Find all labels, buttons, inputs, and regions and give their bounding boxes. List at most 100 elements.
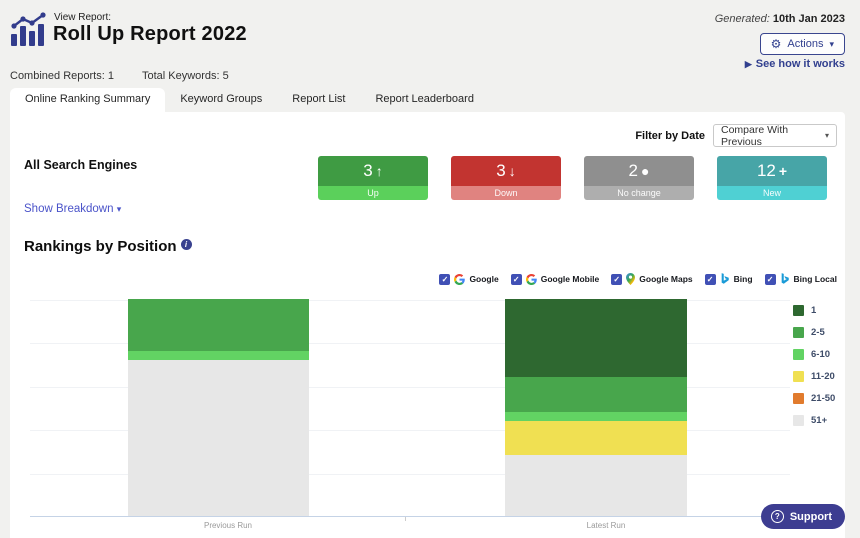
date-filter-selected-value: Compare With Previous [721, 123, 789, 148]
engine-label-bing-local: Bing Local [793, 274, 837, 284]
engine-toggle-bing[interactable]: ✓ Bing [704, 273, 753, 285]
select-caret-icon: ▾ [824, 131, 829, 140]
legend-swatch-1 [793, 304, 804, 316]
content-panel: Filter by Date Compare With Previous ▾ A… [10, 112, 845, 538]
legend-item-2-5: 2-5 [793, 326, 835, 338]
checkbox-bing[interactable]: ✓ [704, 273, 716, 285]
legend-label-1: 1 [811, 304, 817, 316]
chevron-down-icon: ▾ [829, 38, 834, 49]
legend-swatch-2-5 [793, 326, 804, 338]
no-change-symbol-icon: ● [641, 163, 650, 179]
engine-label-google-mobile: Google Mobile [540, 274, 600, 284]
stat-card-value-down: 3 ↓ [451, 156, 561, 186]
tab-report-leaderboard[interactable]: Report Leaderboard [375, 93, 474, 105]
tab-report-list[interactable]: Report List [292, 93, 346, 105]
tabs: Online Ranking Summary Keyword Groups Repo… [10, 88, 489, 112]
engine-toggle-google-maps[interactable]: ✓ Google Maps [611, 273, 693, 285]
chart-legend: 1 2-5 6-10 11-20 21-50 51+ [793, 304, 835, 426]
legend-label-11-20: 11-20 [811, 370, 835, 382]
gridline [30, 300, 790, 301]
generated-date: Generated: 10th Jan 2023 [715, 13, 845, 25]
stat-card-label-no-change: No change [584, 186, 694, 200]
plot: Previous Run Latest Run [30, 299, 790, 530]
google-icon [454, 273, 466, 285]
legend-item-21-50: 21-50 [793, 392, 835, 404]
bar-segment-latest-run-11-20 [505, 420, 687, 456]
bar-latest-run [505, 299, 687, 516]
legend-label-21-50: 21-50 [811, 392, 836, 404]
bar-segment-latest-run-6-10 [505, 411, 687, 421]
legend-swatch-51 [793, 414, 804, 426]
maps-icon [626, 273, 636, 285]
legend-item-11-20: 11-20 [793, 370, 835, 382]
generated-label: Generated: [714, 13, 770, 25]
show-breakdown-label: Show Breakdown [24, 203, 114, 215]
stat-card-value-up: 3 ↑ [318, 156, 428, 186]
see-how-it-works-link[interactable]: ▶ See how it works [745, 58, 845, 70]
gridline [30, 343, 790, 345]
gear-icon: ⚙ [770, 37, 782, 51]
date-filter-select[interactable]: Compare With Previous ▾ [713, 123, 837, 148]
filter-by-date-label: Filter by Date [635, 129, 705, 142]
checkbox-google-maps[interactable]: ✓ [611, 273, 623, 285]
page-title: Roll Up Report 2022 [53, 23, 247, 45]
breakdown-caret-icon: ▾ [116, 204, 122, 214]
see-how-it-works-label: See how it works [755, 58, 845, 70]
engine-label-google: Google [469, 274, 499, 284]
engine-toggles: ✓ Google ✓ Google Mobile ✓ Google Maps ✓ Bing ✓ B… [439, 273, 837, 285]
bar-segment-previous-run-2-5 [128, 299, 309, 352]
x-axis-tick [405, 517, 406, 521]
up-symbol-icon: ↑ [375, 163, 383, 179]
checkbox-bing-local[interactable]: ✓ [764, 273, 776, 285]
filter-by-date-row: Filter by Date Compare With Previous ▾ [635, 123, 837, 148]
combined-reports-count: Combined Reports: 1 [10, 70, 114, 82]
bar-segment-previous-run-51 [128, 359, 309, 516]
x-axis-label-previous-run: Previous Run [203, 521, 253, 530]
rankings-heading-label: Rankings by Position [24, 238, 177, 255]
tab-online-ranking-summary[interactable]: Online Ranking Summary [10, 88, 166, 112]
support-button-label: Support [789, 510, 832, 523]
gridline [30, 473, 790, 475]
checkbox-google[interactable]: ✓ [439, 273, 451, 285]
x-axis-label-latest-run: Latest Run [586, 521, 626, 530]
bing-icon [720, 273, 730, 285]
engine-toggle-google[interactable]: ✓ Google [439, 273, 499, 285]
legend-swatch-6-10 [793, 348, 804, 360]
stat-card-down[interactable]: 3 ↓ Down [451, 156, 561, 200]
actions-button[interactable]: ⚙ Actions ▾ [759, 33, 845, 55]
bar-segment-latest-run-51 [505, 455, 687, 516]
rankings-heading: Rankings by Position i [24, 238, 192, 255]
engine-label-google-maps: Google Maps [639, 274, 693, 284]
bar-previous-run [128, 299, 309, 516]
legend-item-51: 51+ [793, 414, 835, 426]
legend-label-2-5: 2-5 [811, 326, 825, 338]
stat-card-value-new: 12 + [717, 156, 827, 186]
gridline [30, 386, 790, 388]
info-icon[interactable]: i [180, 239, 192, 250]
legend-label-6-10: 6-10 [811, 348, 831, 360]
report-meta: Combined Reports: 1 Total Keywords: 5 [10, 70, 229, 82]
engine-toggle-bing-local[interactable]: ✓ Bing Local [764, 273, 837, 285]
engine-toggle-google-mobile[interactable]: ✓ Google Mobile [510, 273, 600, 285]
bar-segment-latest-run-2-5 [505, 377, 687, 412]
google-icon [525, 273, 537, 285]
legend-label-51: 51+ [811, 414, 828, 426]
checkbox-google-mobile[interactable]: ✓ [510, 273, 522, 285]
bar-segment-latest-run-1 [505, 299, 687, 378]
bing-icon [780, 273, 790, 285]
stat-card-up[interactable]: 3 ↑ Up [318, 156, 428, 200]
question-icon: ? [770, 510, 784, 523]
tab-keyword-groups[interactable]: Keyword Groups [180, 93, 263, 105]
stat-card-value-no-change: 2 ● [584, 156, 694, 186]
legend-item-1: 1 [793, 304, 835, 316]
stat-card-new[interactable]: 12 + New [717, 156, 827, 200]
show-breakdown-link[interactable]: Show Breakdown ▾ [24, 203, 121, 215]
app-logo-bar-chart-icon [10, 12, 48, 53]
bar-segment-previous-run-6-10 [128, 351, 309, 360]
play-icon: ▶ [744, 59, 752, 69]
support-button[interactable]: ? Support [760, 504, 845, 529]
legend-swatch-11-20 [793, 370, 804, 382]
generated-date-value: 10th Jan 2023 [772, 13, 845, 25]
stat-card-no-change[interactable]: 2 ● No change [584, 156, 694, 200]
